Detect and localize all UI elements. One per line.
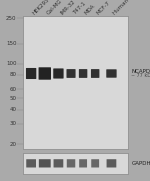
FancyBboxPatch shape	[91, 69, 99, 78]
Text: MDA: MDA	[84, 3, 96, 15]
FancyBboxPatch shape	[67, 159, 75, 167]
Text: 40: 40	[9, 107, 16, 112]
Text: ~ 77 kDa: ~ 77 kDa	[131, 73, 150, 78]
Text: IMR-32: IMR-32	[59, 0, 76, 15]
Bar	[23, 153, 128, 174]
FancyBboxPatch shape	[39, 67, 51, 80]
FancyBboxPatch shape	[106, 159, 116, 167]
FancyBboxPatch shape	[66, 69, 76, 78]
Text: 30: 30	[9, 121, 16, 126]
Text: 150: 150	[6, 41, 16, 46]
Text: 60: 60	[9, 87, 16, 92]
FancyBboxPatch shape	[39, 159, 51, 167]
Text: MCF-7: MCF-7	[96, 0, 111, 15]
FancyBboxPatch shape	[79, 159, 87, 167]
Text: 20: 20	[9, 142, 16, 147]
Text: HEK293T: HEK293T	[32, 0, 53, 15]
Bar	[23, 16, 128, 149]
Text: 50: 50	[9, 96, 16, 101]
Text: Human Liver: Human Liver	[112, 0, 141, 15]
FancyBboxPatch shape	[91, 159, 99, 167]
FancyBboxPatch shape	[106, 69, 117, 78]
Text: T47-1: T47-1	[72, 1, 86, 15]
Text: GAPDH: GAPDH	[131, 161, 150, 166]
Text: Cal-MG: Cal-MG	[46, 0, 63, 15]
Text: 100: 100	[6, 61, 16, 66]
FancyBboxPatch shape	[53, 68, 64, 79]
FancyBboxPatch shape	[26, 68, 36, 79]
Text: NCAPD2: NCAPD2	[131, 69, 150, 74]
FancyBboxPatch shape	[26, 159, 36, 167]
Text: 80: 80	[9, 73, 16, 77]
FancyBboxPatch shape	[54, 159, 63, 167]
Text: 250: 250	[6, 16, 16, 21]
FancyBboxPatch shape	[79, 69, 87, 78]
